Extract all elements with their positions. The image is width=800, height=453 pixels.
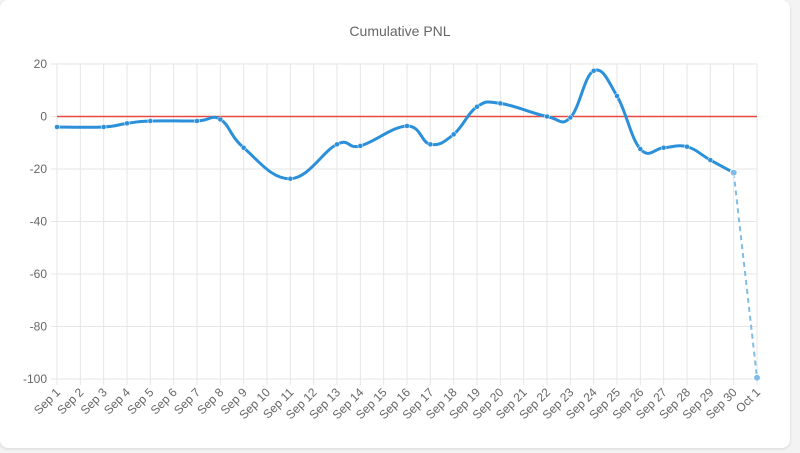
data-point — [240, 144, 247, 151]
data-point — [660, 144, 667, 151]
data-point — [637, 146, 644, 152]
data-point — [217, 116, 224, 123]
data-point — [729, 168, 738, 177]
data-point — [497, 100, 504, 107]
pnl-line — [56, 68, 735, 181]
chart-card: Cumulative PNL 20 0 -20 -40 -60 -80 -100 Sep 1… — [0, 0, 790, 448]
y-tick-label: -60 — [30, 267, 48, 281]
data-point — [124, 120, 130, 127]
y-tick-label: -80 — [30, 320, 48, 334]
data-point — [614, 93, 620, 99]
data-point — [753, 373, 761, 382]
data-point — [450, 131, 457, 138]
data-point — [334, 141, 340, 148]
data-point — [427, 141, 434, 148]
data-point — [357, 143, 364, 149]
chart-title: Cumulative PNL — [349, 23, 450, 39]
projection-line — [732, 172, 758, 378]
data-point — [287, 175, 294, 182]
data-point — [590, 68, 597, 74]
data-point — [474, 104, 480, 110]
data-point — [567, 114, 574, 121]
data-point — [147, 118, 154, 124]
data-point — [404, 123, 410, 129]
y-tick-label: -20 — [30, 162, 48, 176]
data-point — [707, 157, 714, 163]
data-point — [544, 113, 550, 120]
y-tick-label: 20 — [34, 57, 48, 71]
y-tick-label: -100 — [23, 372, 47, 386]
x-tick-label: Oct 1 — [733, 385, 763, 415]
data-point — [684, 143, 690, 150]
y-tick-label: 0 — [40, 110, 47, 124]
y-tick-label: -40 — [30, 215, 48, 229]
data-point — [100, 124, 107, 130]
data-point — [194, 118, 200, 124]
data-point — [54, 124, 60, 130]
